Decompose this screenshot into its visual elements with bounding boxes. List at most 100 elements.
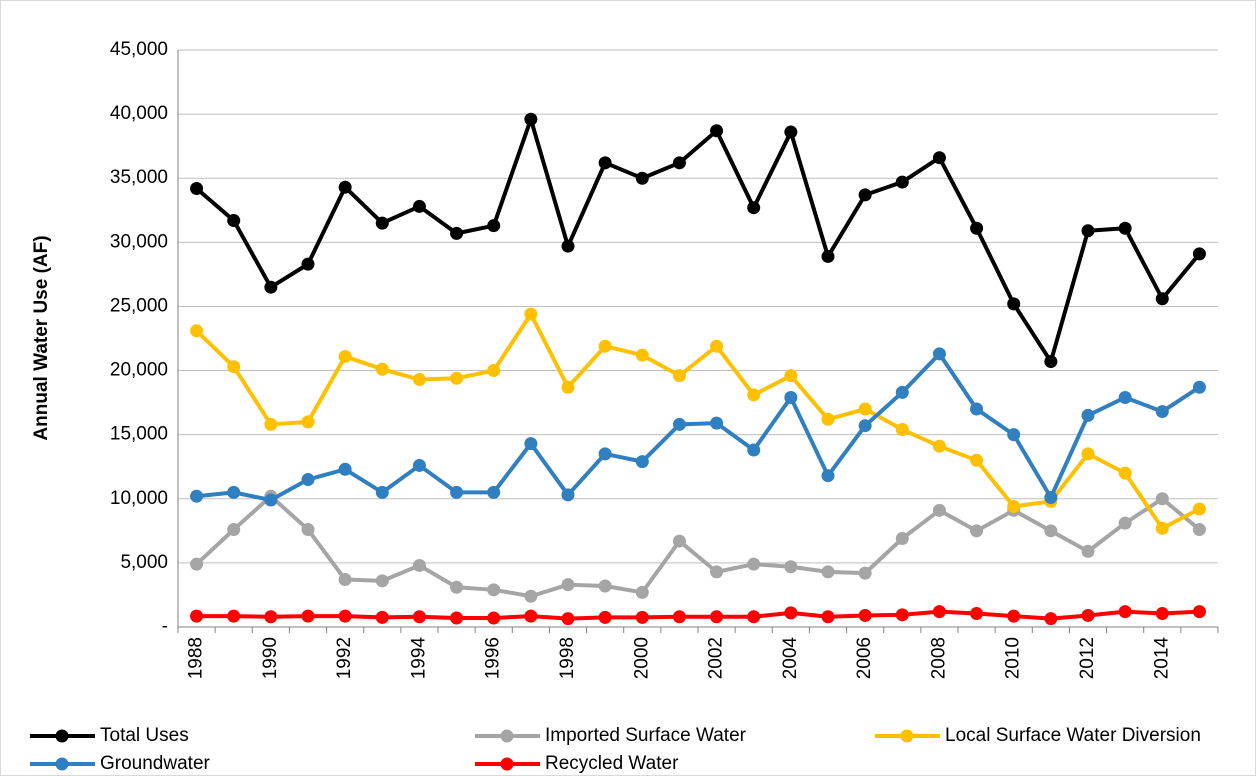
data-point: [635, 171, 649, 185]
legend-label: Local Surface Water Diversion: [945, 725, 1201, 746]
data-point: [672, 417, 686, 431]
legend-marker: [900, 729, 914, 743]
data-point: [932, 347, 946, 361]
data-point: [412, 458, 426, 472]
data-point: [338, 573, 352, 587]
y-tick-label: 10,000: [110, 488, 168, 509]
data-point: [895, 385, 909, 399]
data-point: [561, 612, 575, 626]
data-point: [821, 469, 835, 483]
data-point: [672, 156, 686, 170]
data-point: [1044, 524, 1058, 538]
series-line: [195, 117, 1201, 364]
data-point: [301, 473, 315, 487]
data-point: [338, 462, 352, 476]
data-point: [635, 455, 649, 469]
data-point: [412, 558, 426, 572]
data-point: [895, 608, 909, 622]
data-point: [412, 199, 426, 213]
data-point: [1081, 224, 1095, 238]
data-point: [1192, 247, 1206, 261]
data-point: [524, 307, 538, 321]
data-point: [1155, 292, 1169, 306]
data-point: [1044, 355, 1058, 369]
data-point: [598, 156, 612, 170]
data-point: [338, 349, 352, 363]
data-point: [227, 485, 241, 499]
data-point: [1155, 521, 1169, 535]
data-point: [1118, 605, 1132, 619]
data-point: [227, 523, 241, 537]
data-point: [598, 447, 612, 461]
data-point: [1007, 428, 1021, 442]
data-point: [561, 578, 575, 592]
data-point: [895, 532, 909, 546]
data-point: [932, 503, 946, 517]
data-point: [598, 579, 612, 593]
data-point: [821, 565, 835, 579]
y-tick-label: 45,000: [110, 39, 168, 60]
series-line: [195, 312, 1201, 531]
data-point: [710, 124, 724, 138]
data-point: [932, 605, 946, 619]
data-point: [450, 485, 464, 499]
data-point: [450, 226, 464, 240]
data-point: [264, 280, 278, 294]
data-point: [635, 348, 649, 362]
legend-marker: [55, 757, 69, 771]
x-tick-label: 2008: [928, 637, 949, 679]
data-point: [264, 417, 278, 431]
data-point: [375, 216, 389, 230]
y-tick-label: 40,000: [110, 103, 168, 124]
data-point: [858, 566, 872, 580]
data-point: [190, 557, 204, 571]
data-point: [821, 610, 835, 624]
data-point: [1081, 408, 1095, 422]
data-point: [598, 339, 612, 353]
data-point: [932, 439, 946, 453]
data-point: [264, 493, 278, 507]
data-point: [672, 369, 686, 383]
data-point: [1044, 490, 1058, 504]
x-tick-label: 2002: [706, 637, 727, 679]
legend-marker: [500, 757, 514, 771]
data-point: [1007, 297, 1021, 311]
data-point: [710, 416, 724, 430]
data-point: [710, 339, 724, 353]
data-point: [375, 362, 389, 376]
data-point: [301, 415, 315, 429]
data-point: [1118, 221, 1132, 235]
legend-label: Recycled Water: [545, 753, 679, 774]
legend-label: Total Uses: [100, 725, 189, 746]
data-point: [1118, 466, 1132, 480]
data-point: [487, 611, 501, 625]
x-tick-label: 1996: [483, 637, 504, 679]
data-point: [1044, 612, 1058, 626]
data-point: [747, 443, 761, 457]
data-point: [858, 419, 872, 433]
data-point: [524, 609, 538, 623]
data-point: [487, 485, 501, 499]
data-point: [635, 610, 649, 624]
data-point: [821, 412, 835, 426]
data-point: [672, 534, 686, 548]
data-point: [1081, 447, 1095, 461]
data-point: [970, 402, 984, 416]
data-point: [450, 611, 464, 625]
data-point: [190, 489, 204, 503]
data-point: [710, 610, 724, 624]
x-tick-label: 2000: [631, 637, 652, 679]
legend-label: Imported Surface Water: [545, 725, 747, 746]
data-point: [1155, 607, 1169, 621]
data-point: [598, 610, 612, 624]
data-point: [524, 112, 538, 126]
data-point: [1192, 605, 1206, 619]
data-point: [227, 609, 241, 623]
data-point: [970, 453, 984, 467]
data-point: [1081, 608, 1095, 622]
data-point: [450, 371, 464, 385]
data-point: [338, 609, 352, 623]
y-tick-label: 35,000: [110, 167, 168, 188]
data-point: [970, 221, 984, 235]
